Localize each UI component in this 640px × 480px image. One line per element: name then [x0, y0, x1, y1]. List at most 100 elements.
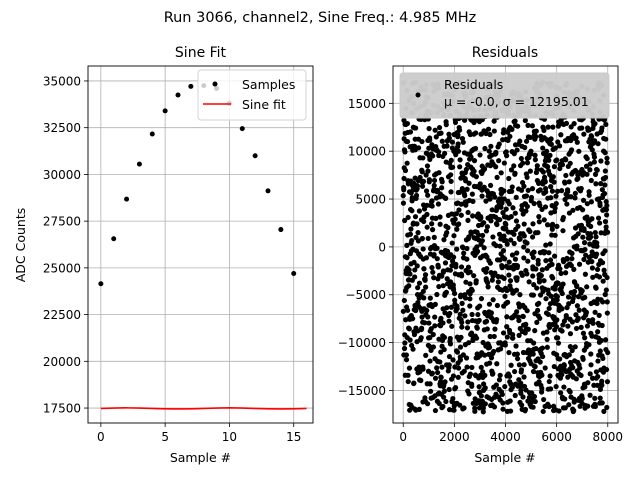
residuals-y-ticks: −15000 −10000 −5000 0 5000 10000 15000 — [338, 97, 393, 398]
residual-point — [537, 202, 543, 209]
residual-point — [574, 303, 580, 309]
residual-point — [427, 381, 433, 387]
residual-point — [427, 334, 433, 341]
residual-point — [599, 187, 605, 193]
residual-point — [525, 326, 531, 332]
residual-point — [525, 187, 531, 193]
residual-point — [502, 342, 508, 348]
residual-point — [537, 359, 543, 365]
residual-point — [467, 281, 473, 287]
residual-point — [429, 203, 435, 209]
residual-point — [457, 157, 463, 163]
residual-point — [526, 279, 532, 285]
residual-point — [554, 317, 560, 323]
residual-point — [541, 217, 547, 223]
residual-point — [423, 188, 430, 194]
residual-point — [512, 170, 518, 176]
residual-point — [524, 271, 530, 277]
residual-point — [532, 157, 538, 163]
residual-point — [407, 271, 413, 277]
residual-point — [478, 364, 484, 370]
residual-point — [426, 125, 432, 132]
residual-point — [438, 379, 444, 385]
residual-point — [458, 264, 465, 270]
residual-point — [603, 206, 610, 213]
residual-point — [547, 152, 553, 158]
residual-point — [569, 347, 575, 354]
residual-point — [429, 198, 435, 204]
residual-point — [587, 234, 594, 240]
residual-point — [589, 216, 595, 222]
y-tick-label: 32500 — [43, 121, 81, 135]
residual-point — [479, 193, 485, 199]
residual-point — [539, 267, 545, 273]
residual-point — [497, 372, 503, 378]
residual-point — [518, 367, 525, 373]
x-tick-label: 4000 — [490, 430, 521, 444]
residual-point — [604, 160, 610, 166]
residual-point — [530, 292, 537, 298]
residual-point — [436, 400, 442, 407]
residual-point — [488, 310, 494, 316]
residual-point — [562, 396, 568, 402]
y-tick-label: 5000 — [355, 193, 386, 207]
residual-point — [602, 182, 608, 188]
residual-point — [563, 270, 569, 276]
residual-point — [438, 315, 444, 321]
residual-point — [508, 167, 515, 173]
residual-point — [493, 164, 499, 170]
sample-point — [124, 196, 130, 202]
residual-point — [442, 150, 448, 157]
residual-point — [530, 368, 537, 375]
residual-point — [429, 227, 436, 233]
residual-point — [409, 195, 415, 201]
residual-point — [593, 181, 599, 187]
residual-point — [602, 174, 609, 181]
residual-point — [520, 160, 526, 166]
residual-point — [592, 229, 598, 236]
residual-point — [506, 272, 512, 278]
residual-point — [456, 221, 462, 227]
residual-point — [425, 192, 431, 198]
residual-point — [546, 403, 552, 410]
residual-point — [571, 399, 577, 405]
residual-point — [531, 249, 537, 255]
residual-point — [602, 150, 608, 156]
residual-point — [586, 342, 592, 348]
residual-point — [460, 245, 466, 251]
residual-point — [493, 242, 499, 249]
residual-point — [486, 148, 492, 154]
residual-point — [594, 243, 600, 249]
residual-point — [503, 225, 509, 232]
residuals-legend-box — [399, 72, 610, 119]
residual-point — [595, 329, 601, 335]
residual-point — [488, 218, 494, 224]
residual-point — [589, 265, 596, 271]
residual-point — [431, 275, 437, 281]
residual-point — [478, 393, 484, 399]
residual-point — [512, 210, 518, 216]
residual-point — [481, 245, 487, 251]
residual-point — [444, 143, 450, 149]
x-tick-label: 5 — [161, 430, 169, 444]
residual-point — [580, 330, 587, 336]
residual-point — [529, 186, 536, 192]
residual-point — [519, 207, 525, 213]
residual-point — [501, 127, 507, 133]
residual-point — [401, 297, 407, 304]
residual-point — [560, 214, 566, 221]
residual-point — [420, 288, 426, 294]
residual-point — [574, 243, 580, 249]
residual-point — [544, 222, 551, 228]
residual-point — [566, 402, 572, 408]
residual-point — [573, 376, 579, 382]
residual-point — [463, 279, 469, 285]
residual-point — [513, 194, 519, 200]
residual-point — [461, 405, 467, 411]
residual-point — [578, 372, 584, 379]
residual-point — [401, 345, 408, 352]
residual-point — [420, 178, 427, 184]
residual-point — [423, 352, 429, 358]
residual-point — [451, 254, 457, 260]
legend-samples-label: Samples — [242, 77, 295, 92]
